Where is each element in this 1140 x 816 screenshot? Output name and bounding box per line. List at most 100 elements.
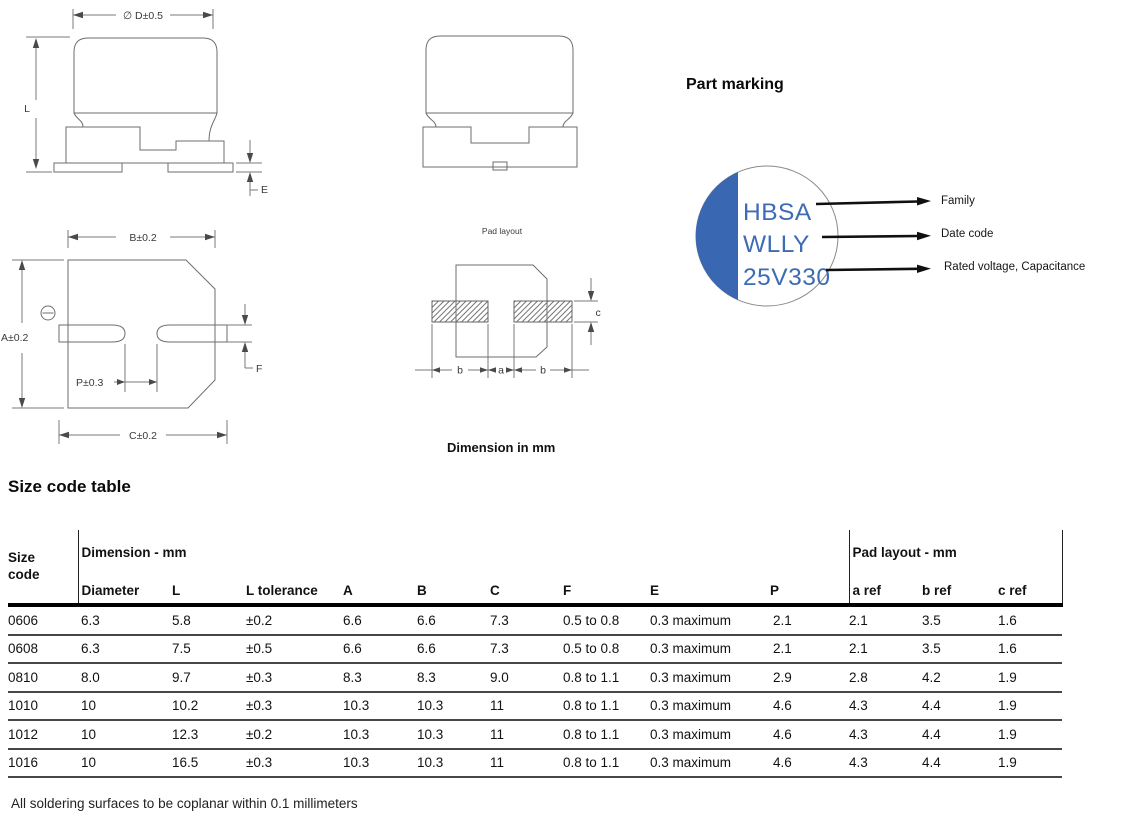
cell-a: 10.3 xyxy=(343,748,417,778)
cell-l-tolerance: ±0.2 xyxy=(246,720,343,750)
table-column-header-row: Diameter L L tolerance A B C F E P a ref… xyxy=(8,574,1063,607)
size-code-table: Size code Dimension - mm Pad layout - mm… xyxy=(8,530,1063,778)
capacitor-side-view-outline xyxy=(53,37,234,173)
table-row: 0810 8.0 9.7 ±0.3 8.3 8.3 9.0 0.8 to 1.1… xyxy=(8,663,1063,693)
cell-p: 4.6 xyxy=(770,691,850,721)
dimension-terminal-e: E xyxy=(236,140,268,196)
cell-diameter: 10 xyxy=(78,748,172,778)
cell-l-tolerance: ±0.5 xyxy=(246,634,343,664)
dimension-a: A±0.2 xyxy=(1,259,64,409)
cell-a-ref: 4.3 xyxy=(849,748,923,778)
cell-diameter: 6.3 xyxy=(78,605,172,636)
cell-l: 12.3 xyxy=(172,720,246,750)
cell-e: 0.3 maximum xyxy=(650,720,770,750)
cell-b: 6.6 xyxy=(417,634,490,664)
polarity-minus-icon xyxy=(40,305,56,321)
dim-label-a: a xyxy=(498,365,504,377)
dim-label-c: C±0.2 xyxy=(129,430,157,442)
dim-label-c-ref: c xyxy=(596,307,601,319)
cell-c: 11 xyxy=(490,720,563,750)
header-a-ref: a ref xyxy=(848,574,923,607)
marking-line-rating: 25V330 xyxy=(743,264,830,291)
cell-f: 0.5 to 0.8 xyxy=(563,634,650,664)
cell-l: 10.2 xyxy=(172,691,246,721)
capacitor-front-outline xyxy=(422,35,578,171)
cell-b-ref: 4.4 xyxy=(922,748,999,778)
solder-pad-right xyxy=(513,300,573,323)
table-row: 0606 6.3 5.8 ±0.2 6.6 6.6 7.3 0.5 to 0.8… xyxy=(8,605,1063,636)
cell-a: 10.3 xyxy=(343,720,417,750)
header-f: F xyxy=(563,574,650,607)
callout-arrow-datecode xyxy=(821,231,931,241)
table-row: 0608 6.3 7.5 ±0.5 6.6 6.6 7.3 0.5 to 0.8… xyxy=(8,634,1063,664)
table-group-header-row: Size code Dimension - mm Pad layout - mm xyxy=(8,530,1063,607)
cell-l-tolerance: ±0.3 xyxy=(246,691,343,721)
cell-e: 0.3 maximum xyxy=(650,634,770,664)
dim-label-a: A±0.2 xyxy=(1,332,29,344)
dim-label-b: B±0.2 xyxy=(129,232,157,244)
dim-label-b-right: b xyxy=(540,365,546,377)
dimension-diameter: ∅ D±0.5 xyxy=(72,9,214,29)
dimension-c-ref: c xyxy=(574,278,601,345)
part-marking-title: Part marking xyxy=(686,76,784,93)
cell-b-ref: 4.2 xyxy=(922,663,999,693)
cell-e: 0.3 maximum xyxy=(650,691,770,721)
cell-a: 6.6 xyxy=(343,634,417,664)
header-size-code: Size code xyxy=(8,530,78,607)
callout-arrow-family xyxy=(815,197,931,206)
cell-b: 6.6 xyxy=(417,605,490,636)
capacitor-bottom-outline xyxy=(58,259,228,409)
cell-a-ref: 4.3 xyxy=(849,720,923,750)
cell-c-ref: 1.9 xyxy=(998,748,1063,778)
cell-b: 10.3 xyxy=(417,720,490,750)
header-diameter: Diameter xyxy=(77,574,172,607)
cell-a: 6.6 xyxy=(343,605,417,636)
cell-b: 10.3 xyxy=(417,748,490,778)
solder-pad-left xyxy=(431,300,489,323)
callout-family: Family xyxy=(941,195,975,207)
part-marking-graphic: HBSA WLLY 25V330 xyxy=(695,165,931,307)
cell-c: 7.3 xyxy=(490,605,563,636)
header-c: C xyxy=(490,574,563,607)
cell-c: 7.3 xyxy=(490,634,563,664)
cell-l-tolerance: ±0.3 xyxy=(246,663,343,693)
cell-f: 0.8 to 1.1 xyxy=(563,720,650,750)
dimension-c: C±0.2 xyxy=(58,420,228,444)
cell-l: 9.7 xyxy=(172,663,246,693)
cell-diameter: 6.3 xyxy=(78,634,172,664)
dim-label-b-left: b xyxy=(457,365,463,377)
cell-diameter: 10 xyxy=(78,720,172,750)
cell-f: 0.8 to 1.1 xyxy=(563,748,650,778)
cell-b: 8.3 xyxy=(417,663,490,693)
cell-diameter: 8.0 xyxy=(78,663,172,693)
cell-c-ref: 1.6 xyxy=(998,605,1063,636)
cell-f: 0.5 to 0.8 xyxy=(563,605,650,636)
callout-rating: Rated voltage, Capacitance xyxy=(944,261,1086,273)
header-b-ref: b ref xyxy=(922,574,999,607)
header-size-code-line1: Size xyxy=(8,550,36,566)
dimension-length: L xyxy=(24,36,70,173)
pad-layout-drawing: Pad layout c b a b xyxy=(415,226,601,378)
cell-e: 0.3 maximum xyxy=(650,605,770,636)
dim-label-d: ∅ D±0.5 xyxy=(123,10,163,22)
dimension-p: P±0.3 xyxy=(76,344,158,392)
callout-arrow-rating xyxy=(825,264,931,273)
cell-l-tolerance: ±0.2 xyxy=(246,605,343,636)
cell-size-code: 1012 xyxy=(8,720,78,750)
cell-p: 2.1 xyxy=(770,605,850,636)
cell-l: 16.5 xyxy=(172,748,246,778)
cell-size-code: 1010 xyxy=(8,691,78,721)
cell-a: 8.3 xyxy=(343,663,417,693)
header-size-code-line2: code xyxy=(8,566,40,582)
group-header-pad-layout: Pad layout - mm xyxy=(848,530,1063,574)
header-p: P xyxy=(770,574,850,607)
cell-a-ref: 4.3 xyxy=(849,691,923,721)
cell-c-ref: 1.9 xyxy=(998,720,1063,750)
cell-p: 4.6 xyxy=(770,748,850,778)
cell-c: 9.0 xyxy=(490,663,563,693)
cell-p: 2.1 xyxy=(770,634,850,664)
capacitor-side-view-drawing: ∅ D±0.5 L E xyxy=(24,9,268,196)
cell-f: 0.8 to 1.1 xyxy=(563,691,650,721)
header-a: A xyxy=(343,574,417,607)
